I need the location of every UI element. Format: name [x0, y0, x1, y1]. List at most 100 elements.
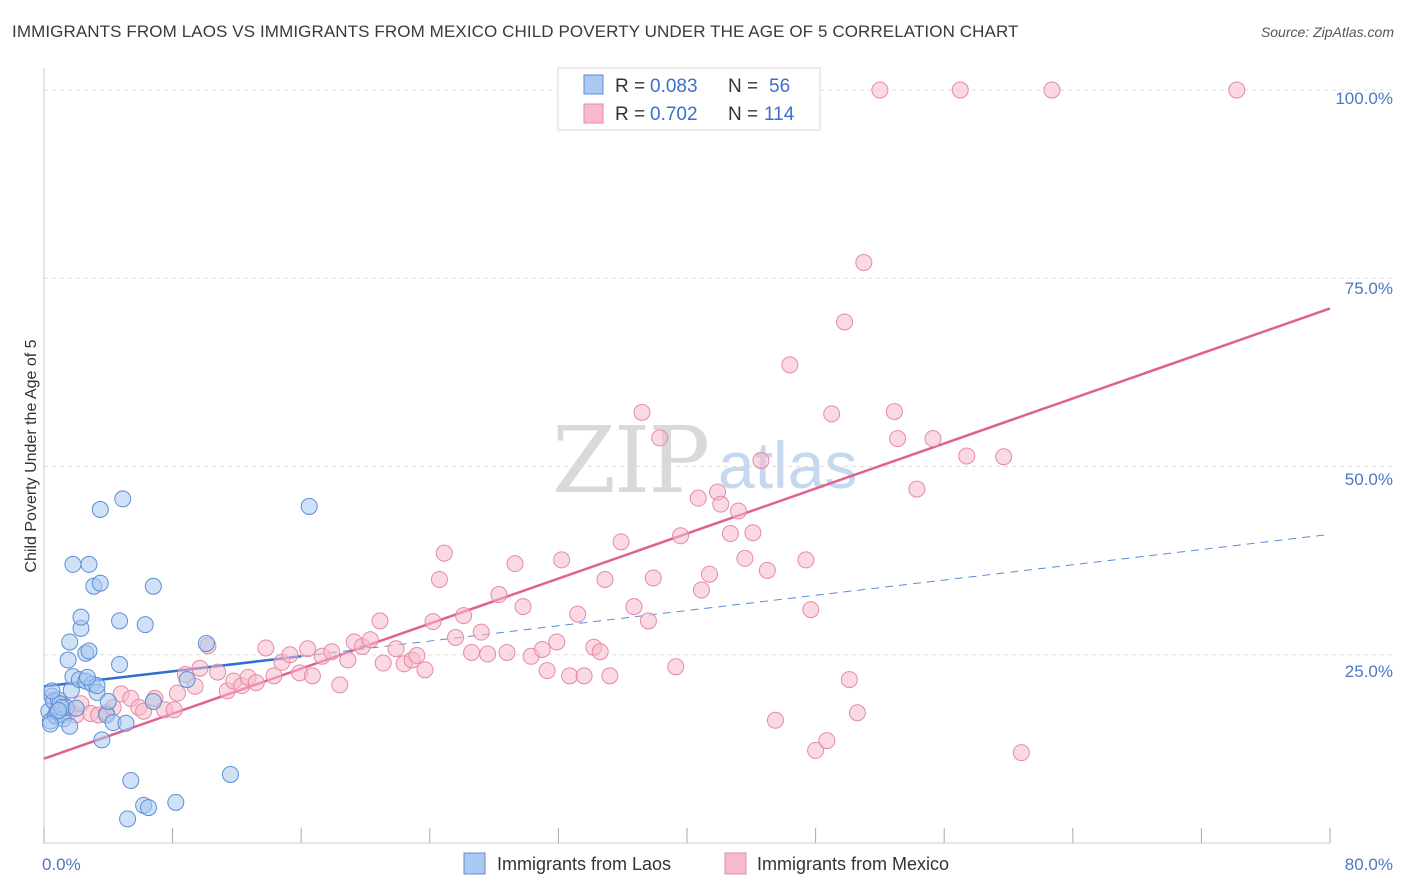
data-points — [40, 81, 1246, 828]
point-mexico — [323, 643, 341, 661]
point-mexico — [506, 555, 524, 573]
y-tick-label-100: 100.0% — [1335, 89, 1393, 108]
point-laos — [80, 555, 98, 573]
point-mexico — [299, 640, 317, 658]
point-mexico — [561, 667, 579, 685]
point-laos — [80, 642, 98, 660]
point-mexico — [371, 612, 389, 630]
point-mexico — [744, 524, 762, 542]
legend-laos-r-label: R = — [615, 76, 645, 97]
point-laos — [99, 692, 117, 710]
point-mexico — [612, 533, 630, 551]
watermark-zip: ZIP — [552, 407, 708, 514]
point-mexico — [1228, 81, 1246, 99]
point-mexico — [818, 732, 836, 750]
point-mexico — [855, 253, 873, 271]
source-credit: Source: ZipAtlas.com — [1260, 24, 1394, 40]
point-mexico — [430, 570, 448, 588]
point-mexico — [781, 356, 799, 374]
point-mexico — [651, 429, 669, 447]
point-mexico — [672, 527, 690, 545]
point-mexico — [538, 662, 556, 680]
legend-swatch-mexico — [583, 103, 604, 124]
point-mexico — [807, 741, 825, 759]
legend-laos-n-value: 56 — [769, 76, 790, 97]
point-mexico — [736, 549, 754, 567]
point-mexico — [766, 711, 784, 729]
point-mexico — [447, 628, 465, 646]
point-mexico — [168, 684, 186, 702]
point-mexico — [689, 489, 707, 507]
legend-mexico-n-value: 114 — [764, 104, 795, 125]
bottom-legend-mexico: Immigrants from Mexico — [757, 854, 949, 874]
point-mexico — [639, 612, 657, 630]
point-mexico — [889, 430, 907, 448]
point-laos — [119, 810, 137, 828]
point-mexico — [644, 569, 662, 587]
chart-title: IMMIGRANTS FROM LAOS VS IMMIGRANTS FROM … — [12, 22, 1019, 41]
point-mexico — [667, 658, 685, 676]
gridlines — [44, 89, 1392, 656]
point-laos — [111, 656, 129, 674]
point-laos — [61, 717, 79, 735]
point-laos — [300, 497, 318, 515]
point-mexico — [871, 81, 889, 99]
y-tick-label-75: 75.0% — [1345, 279, 1393, 298]
bottom-legend-swatch-laos — [463, 852, 486, 875]
series-legend: Immigrants from Laos Immigrants from Mex… — [463, 852, 949, 875]
watermark-atlas: atlas — [718, 428, 857, 502]
point-mexico — [257, 639, 275, 657]
point-laos — [139, 799, 157, 817]
point-laos — [111, 612, 129, 630]
point-mexico — [575, 667, 593, 685]
point-mexico — [601, 667, 619, 685]
correlation-legend: R = 0.083 N = 56 R = 0.702 N = 114 — [557, 67, 821, 131]
point-laos — [117, 714, 135, 732]
point-mexico — [339, 651, 357, 669]
point-mexico — [247, 674, 265, 692]
legend-laos-n-label: N = — [728, 76, 758, 97]
point-mexico — [533, 640, 551, 658]
point-mexico — [633, 403, 651, 421]
point-mexico — [408, 647, 426, 665]
point-mexico — [331, 676, 349, 694]
point-mexico — [924, 430, 942, 448]
point-mexico — [490, 586, 508, 604]
point-mexico — [729, 502, 747, 520]
point-mexico — [191, 659, 209, 677]
point-mexico — [548, 633, 566, 651]
legend-mexico-r-value: 0.702 — [650, 104, 698, 125]
y-axis-label: Child Poverty Under the Age of 5 — [23, 339, 40, 572]
point-mexico — [361, 631, 379, 649]
x-tick-label-max: 80.0% — [1345, 855, 1393, 874]
legend-swatch-laos — [583, 74, 604, 95]
point-laos — [43, 682, 61, 700]
point-mexico — [498, 644, 516, 662]
point-laos — [91, 500, 109, 518]
bottom-legend-swatch-mexico — [724, 852, 747, 875]
point-mexico — [455, 607, 473, 625]
point-laos — [61, 633, 79, 651]
point-laos — [91, 574, 109, 592]
point-mexico — [908, 480, 926, 498]
point-mexico — [836, 313, 854, 331]
point-mexico — [721, 525, 739, 543]
point-mexico — [758, 561, 776, 579]
point-laos — [59, 651, 77, 669]
point-laos — [67, 699, 85, 717]
point-mexico — [165, 701, 183, 719]
point-mexico — [514, 598, 532, 616]
point-laos — [114, 490, 132, 508]
point-mexico — [424, 613, 442, 631]
point-mexico — [840, 671, 858, 689]
point-laos — [167, 793, 185, 811]
point-mexico — [823, 405, 841, 423]
point-mexico — [472, 623, 490, 641]
point-mexico — [209, 663, 227, 681]
y-tick-label-50: 50.0% — [1345, 470, 1393, 489]
point-mexico — [885, 403, 903, 421]
legend-mexico-r-label: R = — [615, 104, 645, 125]
point-mexico — [1043, 81, 1061, 99]
point-mexico — [569, 605, 587, 623]
